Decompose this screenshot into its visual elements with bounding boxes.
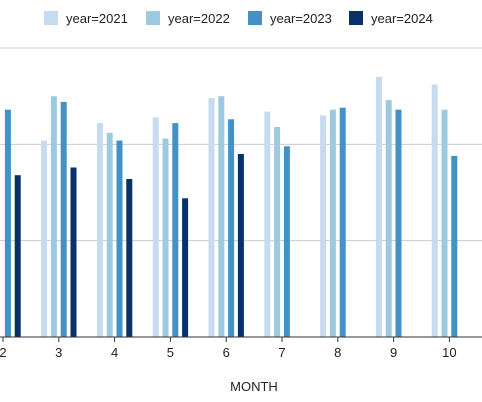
x-axis-title: MONTH: [230, 379, 278, 394]
x-tick-label: 4: [111, 345, 118, 360]
bar-year-2022-month-9: [385, 100, 392, 337]
bar-year-2022-month-8: [329, 109, 336, 337]
bar-year-2024-month-2: [14, 175, 21, 337]
x-tick-label: 10: [442, 345, 456, 360]
bar-year-2024-month-6: [237, 154, 244, 337]
bar-year-2022-month-7: [274, 127, 281, 337]
bar-year-2022-month-10: [441, 109, 448, 337]
bar-year-2023-month-3: [60, 101, 67, 338]
bar-year-2022-month-4: [106, 132, 113, 337]
bar-year-2022-month-5: [162, 138, 169, 337]
bar-year-2021-month-9: [375, 76, 382, 338]
legend-swatch-year-2024: [349, 11, 363, 25]
bar-year-2024-month-5: [182, 198, 189, 337]
x-tick-label: 6: [223, 345, 230, 360]
legend-label-year-2023: year=2023: [270, 11, 332, 26]
chart-legend: year=2021 year=2022 year=2023 year=2024: [44, 11, 433, 26]
bar-year-2023-month-7: [283, 146, 290, 337]
bar-year-2021-month-3: [41, 140, 48, 337]
legend-label-year-2022: year=2022: [168, 11, 230, 26]
x-tick-label: 7: [278, 345, 285, 360]
bar-year-2021-month-6: [208, 98, 215, 337]
bar-year-2023-month-6: [228, 119, 235, 337]
legend-swatch-year-2023: [248, 11, 262, 25]
bar-year-2021-month-10: [431, 84, 438, 337]
legend-swatch-year-2022: [146, 11, 160, 25]
bar-year-2023-month-2: [4, 109, 11, 337]
x-tick-label: 5: [167, 345, 174, 360]
bar-year-2022-month-6: [218, 96, 225, 337]
x-tick-label: 8: [334, 345, 341, 360]
bar-year-2021-month-7: [264, 111, 271, 337]
bar-year-2023-month-9: [395, 109, 402, 337]
bar-year-2021-month-4: [96, 123, 103, 337]
bar-year-2023-month-8: [339, 107, 346, 337]
bar-year-2023-month-5: [172, 123, 179, 337]
bar-year-2021-month-5: [152, 117, 159, 338]
bar-year-2023-month-10: [451, 155, 458, 337]
bar-year-2024-month-4: [126, 179, 133, 337]
bar-year-2021-month-8: [320, 115, 327, 338]
legend-swatch-year-2021: [44, 11, 58, 25]
x-tick-label: 2: [0, 345, 7, 360]
legend-label-year-2024: year=2024: [371, 11, 433, 26]
bar-year-2022-month-3: [50, 96, 57, 337]
x-tick-label: 3: [55, 345, 62, 360]
bars: [4, 76, 458, 338]
legend-label-year-2021: year=2021: [66, 11, 128, 26]
x-tick-label: 9: [390, 345, 397, 360]
bar-year-2023-month-4: [116, 140, 123, 337]
x-tick-labels: 2 3 4 5 6 7 8 9 10: [0, 337, 457, 360]
bar-year-2024-month-3: [70, 167, 77, 337]
